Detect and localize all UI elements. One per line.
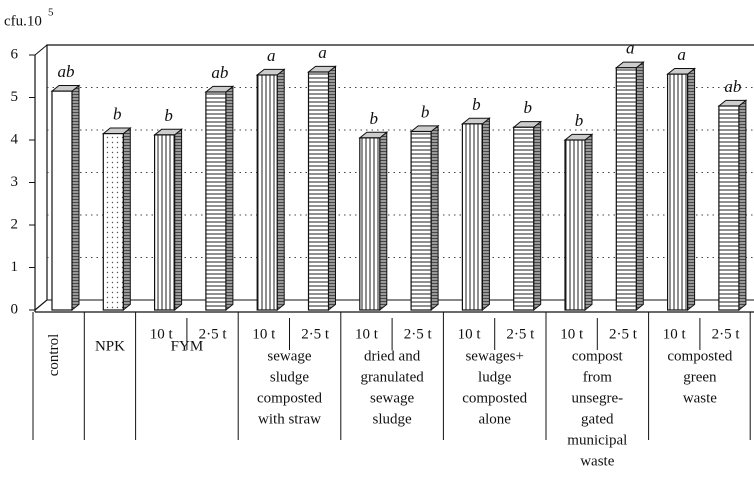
group-label: sewage — [370, 390, 414, 406]
bar-side — [379, 131, 388, 312]
bar-side — [738, 99, 747, 312]
bar — [307, 71, 330, 311]
group-label: ludge — [478, 369, 512, 385]
bar-letter: b — [370, 109, 379, 128]
bar — [615, 67, 637, 311]
group-label: composted — [667, 348, 732, 364]
bar — [410, 130, 432, 311]
group-label: granulated — [360, 369, 424, 385]
group-label: compost — [572, 348, 624, 364]
group-label: municipal — [567, 432, 627, 448]
x-tick-label: 10 t — [560, 326, 584, 342]
bar-letter: ab — [211, 63, 228, 82]
y-tick-label: 3 — [11, 174, 19, 190]
bar-letter: a — [677, 45, 686, 64]
y-tick-label: 0 — [11, 301, 19, 317]
group-label: composted — [462, 390, 527, 406]
group-label: gated — [581, 411, 614, 427]
bar-letter: b — [523, 98, 532, 117]
bar-letter: b — [113, 105, 122, 124]
x-tick-label: 2·5 t — [712, 326, 741, 342]
y-tick-label: 4 — [11, 131, 19, 147]
x-tick-label: 10 t — [663, 326, 687, 342]
bar — [102, 133, 124, 311]
bar-letter: a — [318, 43, 327, 62]
bar-letter: a — [626, 39, 635, 58]
x-tick-label: 2·5 t — [301, 326, 330, 342]
x-tick-label: 10 t — [458, 326, 482, 342]
y-tick-label: 1 — [11, 259, 19, 275]
bar — [666, 73, 689, 311]
group-label: green — [683, 369, 717, 385]
x-tick-label: 10 t — [355, 326, 379, 342]
bar — [51, 90, 73, 311]
bar-side — [533, 120, 542, 312]
x-tick-label: 10 t — [150, 326, 174, 342]
group-label: NPK — [95, 338, 125, 354]
bar-side — [276, 68, 285, 312]
bar-letter: b — [421, 102, 430, 121]
y-tick-label: 6 — [11, 46, 19, 62]
bar-letter: ab — [58, 62, 75, 81]
y-tick-label: 5 — [11, 89, 19, 105]
bar — [359, 137, 381, 311]
group-label: sewage — [267, 348, 311, 364]
bar — [256, 74, 278, 311]
bar — [513, 126, 535, 311]
plot-frame — [34, 44, 754, 313]
group-label: sludge — [270, 369, 310, 385]
group-label: sewages+ — [465, 348, 523, 364]
bar-side — [71, 84, 80, 312]
y-axis-label-exponent: 5 — [48, 7, 54, 19]
bar-letter: ab — [724, 77, 741, 96]
bar-side — [328, 65, 336, 312]
bar — [718, 105, 740, 311]
x-tick-label: 10 t — [252, 326, 276, 342]
x-tick-label: 2·5 t — [506, 326, 535, 342]
bar-letter: a — [267, 46, 276, 65]
bar-side — [481, 117, 490, 312]
y-tick-label: 2 — [11, 216, 19, 232]
bar-side — [174, 128, 183, 312]
bar-side — [687, 67, 696, 312]
bar — [564, 139, 586, 311]
x-tick-label: 2·5 t — [609, 326, 638, 342]
bar-side — [225, 85, 234, 312]
group-label: alone — [478, 411, 511, 427]
group-label: sludge — [373, 411, 413, 427]
group-label: FYM — [171, 338, 204, 354]
x-tick-label: 2·5 t — [404, 326, 433, 342]
bar-side — [430, 124, 439, 312]
group-label: dried and — [364, 348, 421, 364]
x-tick-label: 2·5 t — [199, 326, 228, 342]
bar — [461, 123, 483, 311]
bar-side — [584, 133, 593, 312]
bar-side — [635, 61, 644, 312]
bar — [205, 91, 227, 311]
bar-side — [122, 126, 131, 312]
group-label: control — [46, 334, 62, 377]
bar-letter: b — [472, 95, 481, 114]
bar-letter: b — [164, 106, 173, 125]
group-label: unsegre- — [571, 390, 623, 406]
y-axis-label: cfu.10 — [4, 13, 42, 29]
group-label: waste — [580, 453, 614, 469]
group-label: composted — [257, 390, 322, 406]
bar-letter: b — [575, 111, 584, 130]
group-label: with straw — [258, 411, 321, 427]
bar — [154, 134, 176, 311]
group-label: from — [583, 369, 612, 385]
group-label: waste — [683, 390, 717, 406]
